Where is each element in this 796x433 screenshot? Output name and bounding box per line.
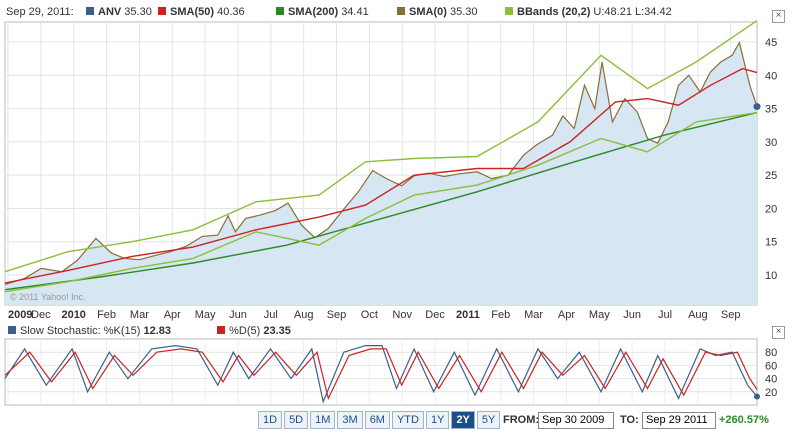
y-tick-label: 35 bbox=[765, 104, 777, 116]
x-tick-label: Nov bbox=[392, 309, 412, 321]
y-tick-label: 45 bbox=[765, 37, 777, 49]
x-tick-label: Jul bbox=[264, 309, 278, 321]
y-tick-label: 15 bbox=[765, 237, 777, 249]
x-tick-label: 2009 bbox=[8, 309, 32, 321]
to-date-input[interactable]: Sep 29 2011 bbox=[642, 412, 716, 429]
y-tick-label: 40 bbox=[765, 70, 777, 82]
x-tick-label: Mar bbox=[130, 309, 149, 321]
legend-label-anv: ANV bbox=[98, 6, 122, 18]
from-date-input[interactable]: Sep 30 2009 bbox=[538, 412, 614, 429]
legend-value-sma50: 40.36 bbox=[217, 6, 245, 18]
stochastic-y-tick-label: 20 bbox=[765, 387, 777, 399]
x-tick-label: Jun bbox=[229, 309, 247, 321]
x-tick-label: Aug bbox=[294, 309, 314, 321]
range-button-ytd[interactable]: YTD bbox=[391, 411, 424, 429]
bbands-lower-line bbox=[4, 111, 758, 293]
stochastic-d-label: %D(5) bbox=[229, 325, 261, 337]
x-tick-label: Aug bbox=[688, 309, 708, 321]
y-tick-label: 25 bbox=[765, 170, 777, 182]
stochastic-d-line bbox=[4, 348, 758, 401]
anv-last-point bbox=[753, 103, 761, 111]
range-button-3m[interactable]: 3M bbox=[337, 411, 363, 429]
x-tick-label: Jun bbox=[623, 309, 641, 321]
stochastic-k-swatch bbox=[8, 326, 16, 334]
range-button-2y[interactable]: 2Y bbox=[451, 411, 475, 429]
anv-area-fill bbox=[5, 42, 757, 305]
legend-value-sma200: 34.41 bbox=[341, 6, 369, 18]
stochastic-y-tick-label: 60 bbox=[765, 360, 777, 372]
range-button-5d[interactable]: 5D bbox=[284, 411, 309, 429]
legend-value-anv: 35.30 bbox=[124, 6, 152, 18]
close-main-chart-button[interactable]: × bbox=[772, 10, 785, 23]
range-selector: 1D 5D 1M 3M 6M YTD 1Y 2Y 5Y bbox=[258, 411, 502, 429]
stochastic-k-value: 12.83 bbox=[143, 325, 172, 337]
legend-swatch-sma200 bbox=[276, 7, 284, 15]
legend-label-sma50: SMA(50) bbox=[170, 6, 215, 18]
legend-item-bbands: BBands (20,2) U:48.21 L:34.42 bbox=[505, 6, 672, 18]
x-tick-label: May bbox=[195, 309, 216, 321]
watermark: © 2011 Yahoo! Inc. bbox=[10, 292, 86, 302]
legend-item-sma0: SMA(0) 35.30 bbox=[397, 6, 477, 18]
main-chart-plot bbox=[4, 20, 761, 305]
from-label: FROM: bbox=[503, 414, 540, 426]
stochastic-k-line bbox=[4, 344, 758, 404]
main-chart-y-axis: 10 15 20 25 30 35 40 45 bbox=[765, 37, 777, 282]
range-button-5y[interactable]: 5Y bbox=[476, 411, 501, 429]
percent-change: +260.57% bbox=[719, 414, 769, 426]
legend-item-sma200: SMA(200) 34.41 bbox=[276, 6, 369, 18]
legend-label-sma200: SMA(200) bbox=[288, 6, 339, 18]
stochastic-y-tick-label: 40 bbox=[765, 374, 777, 386]
x-tick-label: Feb bbox=[491, 309, 510, 321]
x-tick-label: Apr bbox=[164, 309, 181, 321]
y-tick-label: 20 bbox=[765, 203, 777, 215]
stochastic-k-label: Slow Stochastic: %K(15) bbox=[20, 325, 141, 337]
range-button-1d[interactable]: 1D bbox=[258, 411, 283, 429]
legend-date: Sep 29, 2011: bbox=[6, 6, 74, 18]
stochastic-y-tick-label: 80 bbox=[765, 347, 777, 359]
x-tick-label: Mar bbox=[524, 309, 543, 321]
main-legend: Sep 29, 2011: ANV 35.30 SMA(50) 40.36 SM… bbox=[4, 6, 768, 22]
range-button-6m[interactable]: 6M bbox=[364, 411, 390, 429]
legend-label-bbands: BBands (20,2) bbox=[517, 6, 591, 18]
x-tick-label: Oct bbox=[361, 309, 378, 321]
legend-item-anv: ANV 35.30 bbox=[86, 6, 152, 18]
legend-label-sma0: SMA(0) bbox=[409, 6, 447, 18]
x-tick-label: Sep bbox=[327, 309, 347, 321]
y-tick-label: 10 bbox=[765, 270, 777, 282]
x-tick-label: Apr bbox=[558, 309, 575, 321]
range-button-1m[interactable]: 1M bbox=[310, 411, 336, 429]
sma-200-line bbox=[4, 111, 758, 291]
sma-50-line bbox=[4, 67, 758, 284]
stochastic-last-point bbox=[754, 393, 760, 400]
legend-swatch-anv bbox=[86, 7, 94, 15]
bbands-upper-line bbox=[4, 20, 758, 273]
x-tick-label: 2010 bbox=[61, 309, 85, 321]
x-tick-label: Dec bbox=[31, 309, 51, 321]
legend-swatch-bbands bbox=[505, 7, 513, 15]
legend-value-sma0: 35.30 bbox=[449, 6, 478, 18]
legend-swatch-sma50 bbox=[158, 7, 166, 15]
stochastic-d-swatch bbox=[217, 326, 226, 334]
x-tick-label: Jul bbox=[658, 309, 672, 321]
range-button-1y[interactable]: 1Y bbox=[425, 411, 450, 429]
close-stochastic-button[interactable]: × bbox=[772, 326, 785, 339]
to-label: TO: bbox=[620, 414, 639, 426]
x-tick-label: Sep bbox=[721, 309, 741, 321]
legend-value-bbands: U:48.21 L:34.42 bbox=[593, 6, 672, 18]
y-tick-label: 30 bbox=[765, 137, 777, 149]
legend-swatch-sma0 bbox=[397, 7, 405, 15]
stochastic-plot bbox=[4, 344, 760, 404]
x-tick-label: May bbox=[589, 309, 610, 321]
stochastic-legend: Slow Stochastic: %K(15) 12.83 %D(5) 23.3… bbox=[8, 325, 291, 337]
x-tick-label: Dec bbox=[425, 309, 445, 321]
x-tick-label: Feb bbox=[97, 309, 116, 321]
legend-item-sma50: SMA(50) 40.36 bbox=[158, 6, 245, 18]
x-tick-label: 2011 bbox=[456, 309, 480, 321]
stochastic-d-value: 23.35 bbox=[263, 325, 291, 337]
